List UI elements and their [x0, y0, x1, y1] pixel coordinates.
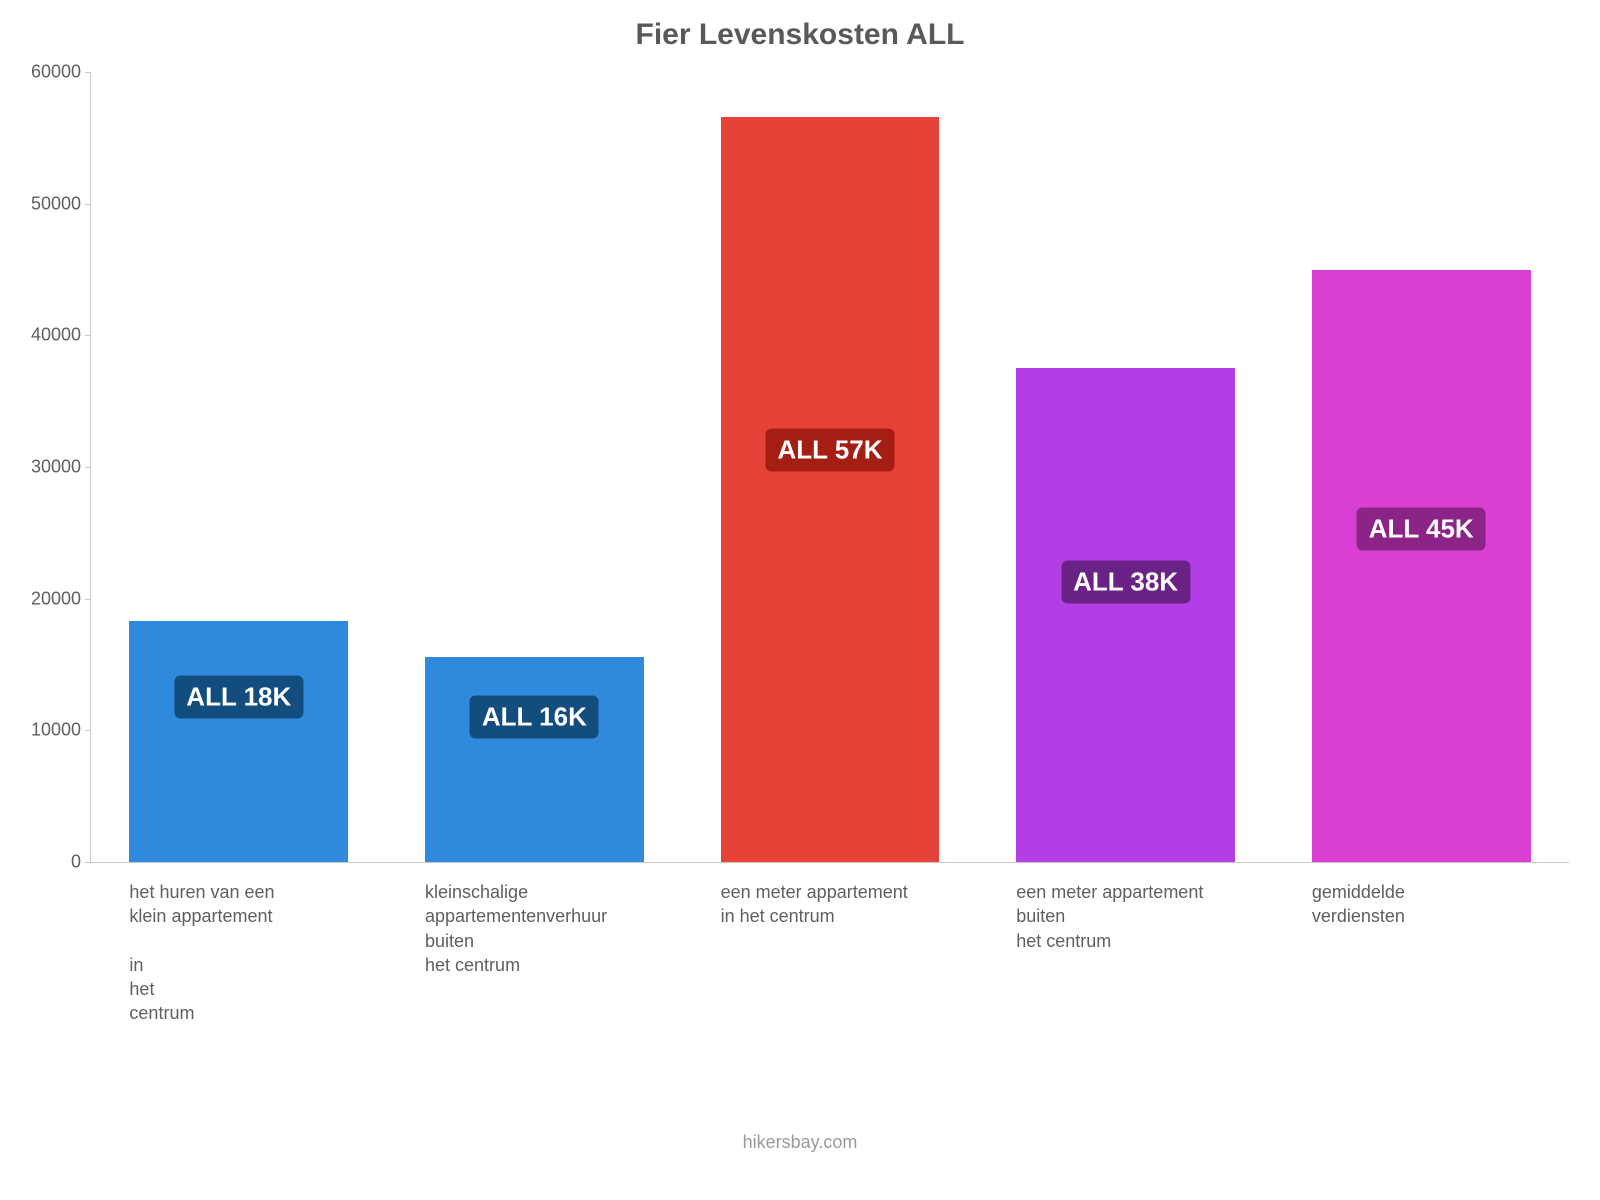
y-tick-mark: [85, 72, 91, 73]
bar: [425, 657, 644, 862]
y-tick-mark: [85, 335, 91, 336]
y-tick-mark: [85, 730, 91, 731]
bar-value-label: ALL 57K: [766, 428, 895, 471]
bar: [129, 621, 348, 862]
y-tick-label: 40000: [31, 325, 91, 346]
bar: [1016, 368, 1235, 862]
x-category-label: een meter appartement in het centrum: [721, 880, 908, 929]
plot-area: 0100002000030000400005000060000ALL 18Khe…: [90, 72, 1569, 863]
chart-title: Fier Levenskosten ALL: [0, 18, 1600, 52]
y-tick-label: 20000: [31, 588, 91, 609]
bar: [721, 117, 940, 862]
y-tick-mark: [85, 862, 91, 863]
y-tick-mark: [85, 467, 91, 468]
bar-value-label: ALL 16K: [470, 696, 599, 739]
bar: [1312, 270, 1531, 863]
y-tick-mark: [85, 204, 91, 205]
bar-value-label: ALL 38K: [1061, 560, 1190, 603]
y-tick-label: 50000: [31, 193, 91, 214]
bar-chart: Fier Levenskosten ALL 010000200003000040…: [0, 0, 1600, 1200]
y-tick-mark: [85, 599, 91, 600]
bar-value-label: ALL 45K: [1357, 507, 1486, 550]
bar-value-label: ALL 18K: [174, 676, 303, 719]
x-category-label: het huren van een klein appartement in h…: [129, 880, 274, 1026]
y-tick-label: 60000: [31, 62, 91, 83]
y-tick-label: 10000: [31, 720, 91, 741]
chart-footer: hikersbay.com: [0, 1132, 1600, 1153]
x-category-label: kleinschalige appartementenverhuur buite…: [425, 880, 607, 977]
y-tick-label: 30000: [31, 457, 91, 478]
x-category-label: een meter appartement buiten het centrum: [1016, 880, 1203, 953]
x-category-label: gemiddelde verdiensten: [1312, 880, 1405, 929]
